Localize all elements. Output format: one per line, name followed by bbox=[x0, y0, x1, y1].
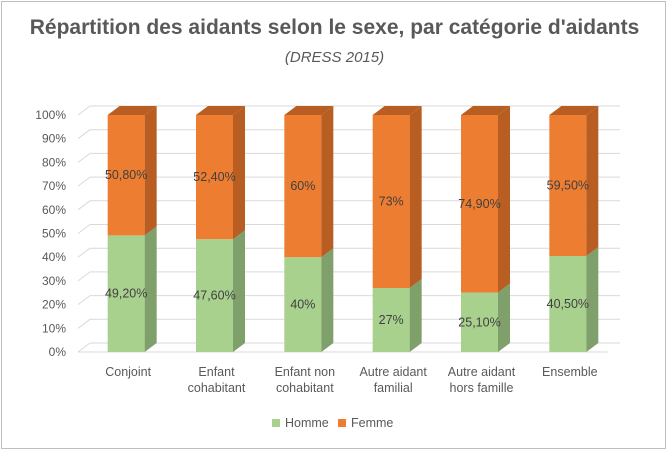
x-category-label: Enfant non cohabitant bbox=[275, 365, 336, 395]
bar-homme bbox=[107, 235, 145, 352]
data-label: 60% bbox=[290, 179, 315, 193]
y-tick-label: 50% bbox=[42, 227, 66, 241]
y-tick-label: 80% bbox=[42, 155, 66, 169]
x-category-label: Ensemble bbox=[542, 365, 598, 379]
bar-side-femme bbox=[144, 106, 157, 236]
bar-femme bbox=[372, 115, 410, 289]
bar-side-homme bbox=[409, 279, 422, 352]
data-label: 25,10% bbox=[458, 315, 500, 329]
bar-side-femme bbox=[321, 106, 334, 258]
legend-label-homme: Homme bbox=[285, 416, 329, 430]
x-category-label-line: hors famille bbox=[450, 381, 514, 395]
data-label: 73% bbox=[379, 195, 404, 209]
bar-side-femme bbox=[233, 106, 245, 240]
data-label: 40,50% bbox=[547, 297, 589, 311]
x-category-label: Autre aidant familial bbox=[359, 365, 427, 395]
data-label: 50,80% bbox=[105, 168, 147, 182]
bar-femme bbox=[284, 115, 322, 258]
y-tick-label: 20% bbox=[42, 298, 66, 312]
y-tick-label: 100% bbox=[35, 108, 66, 122]
x-category-label: Autre aidant hors famille bbox=[448, 365, 516, 395]
x-category-label-line: familial bbox=[374, 381, 413, 395]
data-label: 47,60% bbox=[193, 289, 235, 303]
legend-label-femme: Femme bbox=[351, 416, 393, 430]
bar-side-femme bbox=[498, 106, 510, 293]
x-category-label-line: Autre aidant bbox=[448, 365, 516, 379]
bar-top-femme bbox=[284, 106, 334, 115]
gridline-side bbox=[77, 224, 91, 234]
x-category-label-line: Autre aidant bbox=[359, 365, 427, 379]
bar-side-homme bbox=[586, 247, 599, 352]
bar-top-femme bbox=[461, 106, 510, 115]
bar-femme bbox=[549, 115, 587, 257]
x-category-label-line: cohabitant bbox=[188, 381, 246, 395]
bar-femme bbox=[196, 115, 233, 240]
y-tick-label: 10% bbox=[42, 321, 66, 335]
bar-femme bbox=[461, 115, 498, 293]
x-category-label-line: Conjoint bbox=[105, 365, 151, 379]
y-tick-label: 0% bbox=[49, 345, 67, 359]
bar-homme bbox=[284, 257, 322, 352]
y-tick-label: 30% bbox=[42, 274, 66, 288]
x-category-label-line: Enfant non bbox=[275, 365, 336, 379]
bar-side-homme bbox=[321, 248, 334, 352]
gridline-side bbox=[77, 176, 91, 187]
data-label: 40% bbox=[290, 298, 315, 312]
x-category-label: Enfant cohabitant bbox=[188, 365, 246, 395]
bar-homme bbox=[372, 288, 410, 352]
gridline-side bbox=[77, 200, 91, 211]
gridline-side bbox=[77, 271, 91, 282]
data-label: 59,50% bbox=[547, 179, 589, 193]
x-category-label-line: Ensemble bbox=[542, 365, 598, 379]
bar-side-homme bbox=[233, 230, 245, 352]
x-category-label-line: cohabitant bbox=[276, 381, 334, 395]
bar-side-femme bbox=[586, 106, 599, 257]
gridline-side bbox=[77, 342, 91, 353]
gridline-side bbox=[77, 318, 91, 329]
gridline-side bbox=[77, 295, 91, 306]
chart-subtitle: (DRESS 2015) bbox=[284, 49, 385, 66]
y-tick-label: 40% bbox=[42, 250, 66, 264]
chart-title: Répartition des aidants selon le sexe, p… bbox=[0, 14, 669, 72]
data-label: 27% bbox=[379, 313, 404, 327]
bar-homme bbox=[461, 292, 498, 352]
x-category-label: Conjoint bbox=[105, 365, 151, 379]
gridline-side bbox=[77, 247, 91, 258]
gridline-side bbox=[77, 152, 91, 163]
bar-top-femme bbox=[549, 106, 599, 115]
gridline-side bbox=[77, 129, 91, 140]
data-label: 49,20% bbox=[105, 287, 147, 301]
bar-side-femme bbox=[409, 106, 422, 289]
y-tick-label: 70% bbox=[42, 179, 66, 193]
bar-top-femme bbox=[107, 106, 157, 115]
y-tick-label: 60% bbox=[42, 203, 66, 217]
data-label: 74,90% bbox=[458, 197, 500, 211]
y-tick-label: 90% bbox=[42, 132, 66, 146]
chart-title-text: Répartition des aidants selon le sexe, p… bbox=[29, 16, 640, 39]
bar-top-femme bbox=[196, 106, 245, 115]
legend-swatch-femme bbox=[338, 419, 346, 427]
bar-side-homme bbox=[498, 283, 510, 352]
bar-femme bbox=[107, 115, 145, 236]
x-category-label-line: Enfant bbox=[198, 365, 235, 379]
data-label: 52,40% bbox=[193, 170, 235, 184]
legend-swatch-homme bbox=[272, 419, 280, 427]
bar-side-homme bbox=[144, 226, 157, 352]
gridline-side bbox=[77, 105, 91, 116]
bar-homme bbox=[549, 256, 587, 352]
bar-top-femme bbox=[372, 106, 422, 115]
bar-homme bbox=[196, 239, 233, 352]
